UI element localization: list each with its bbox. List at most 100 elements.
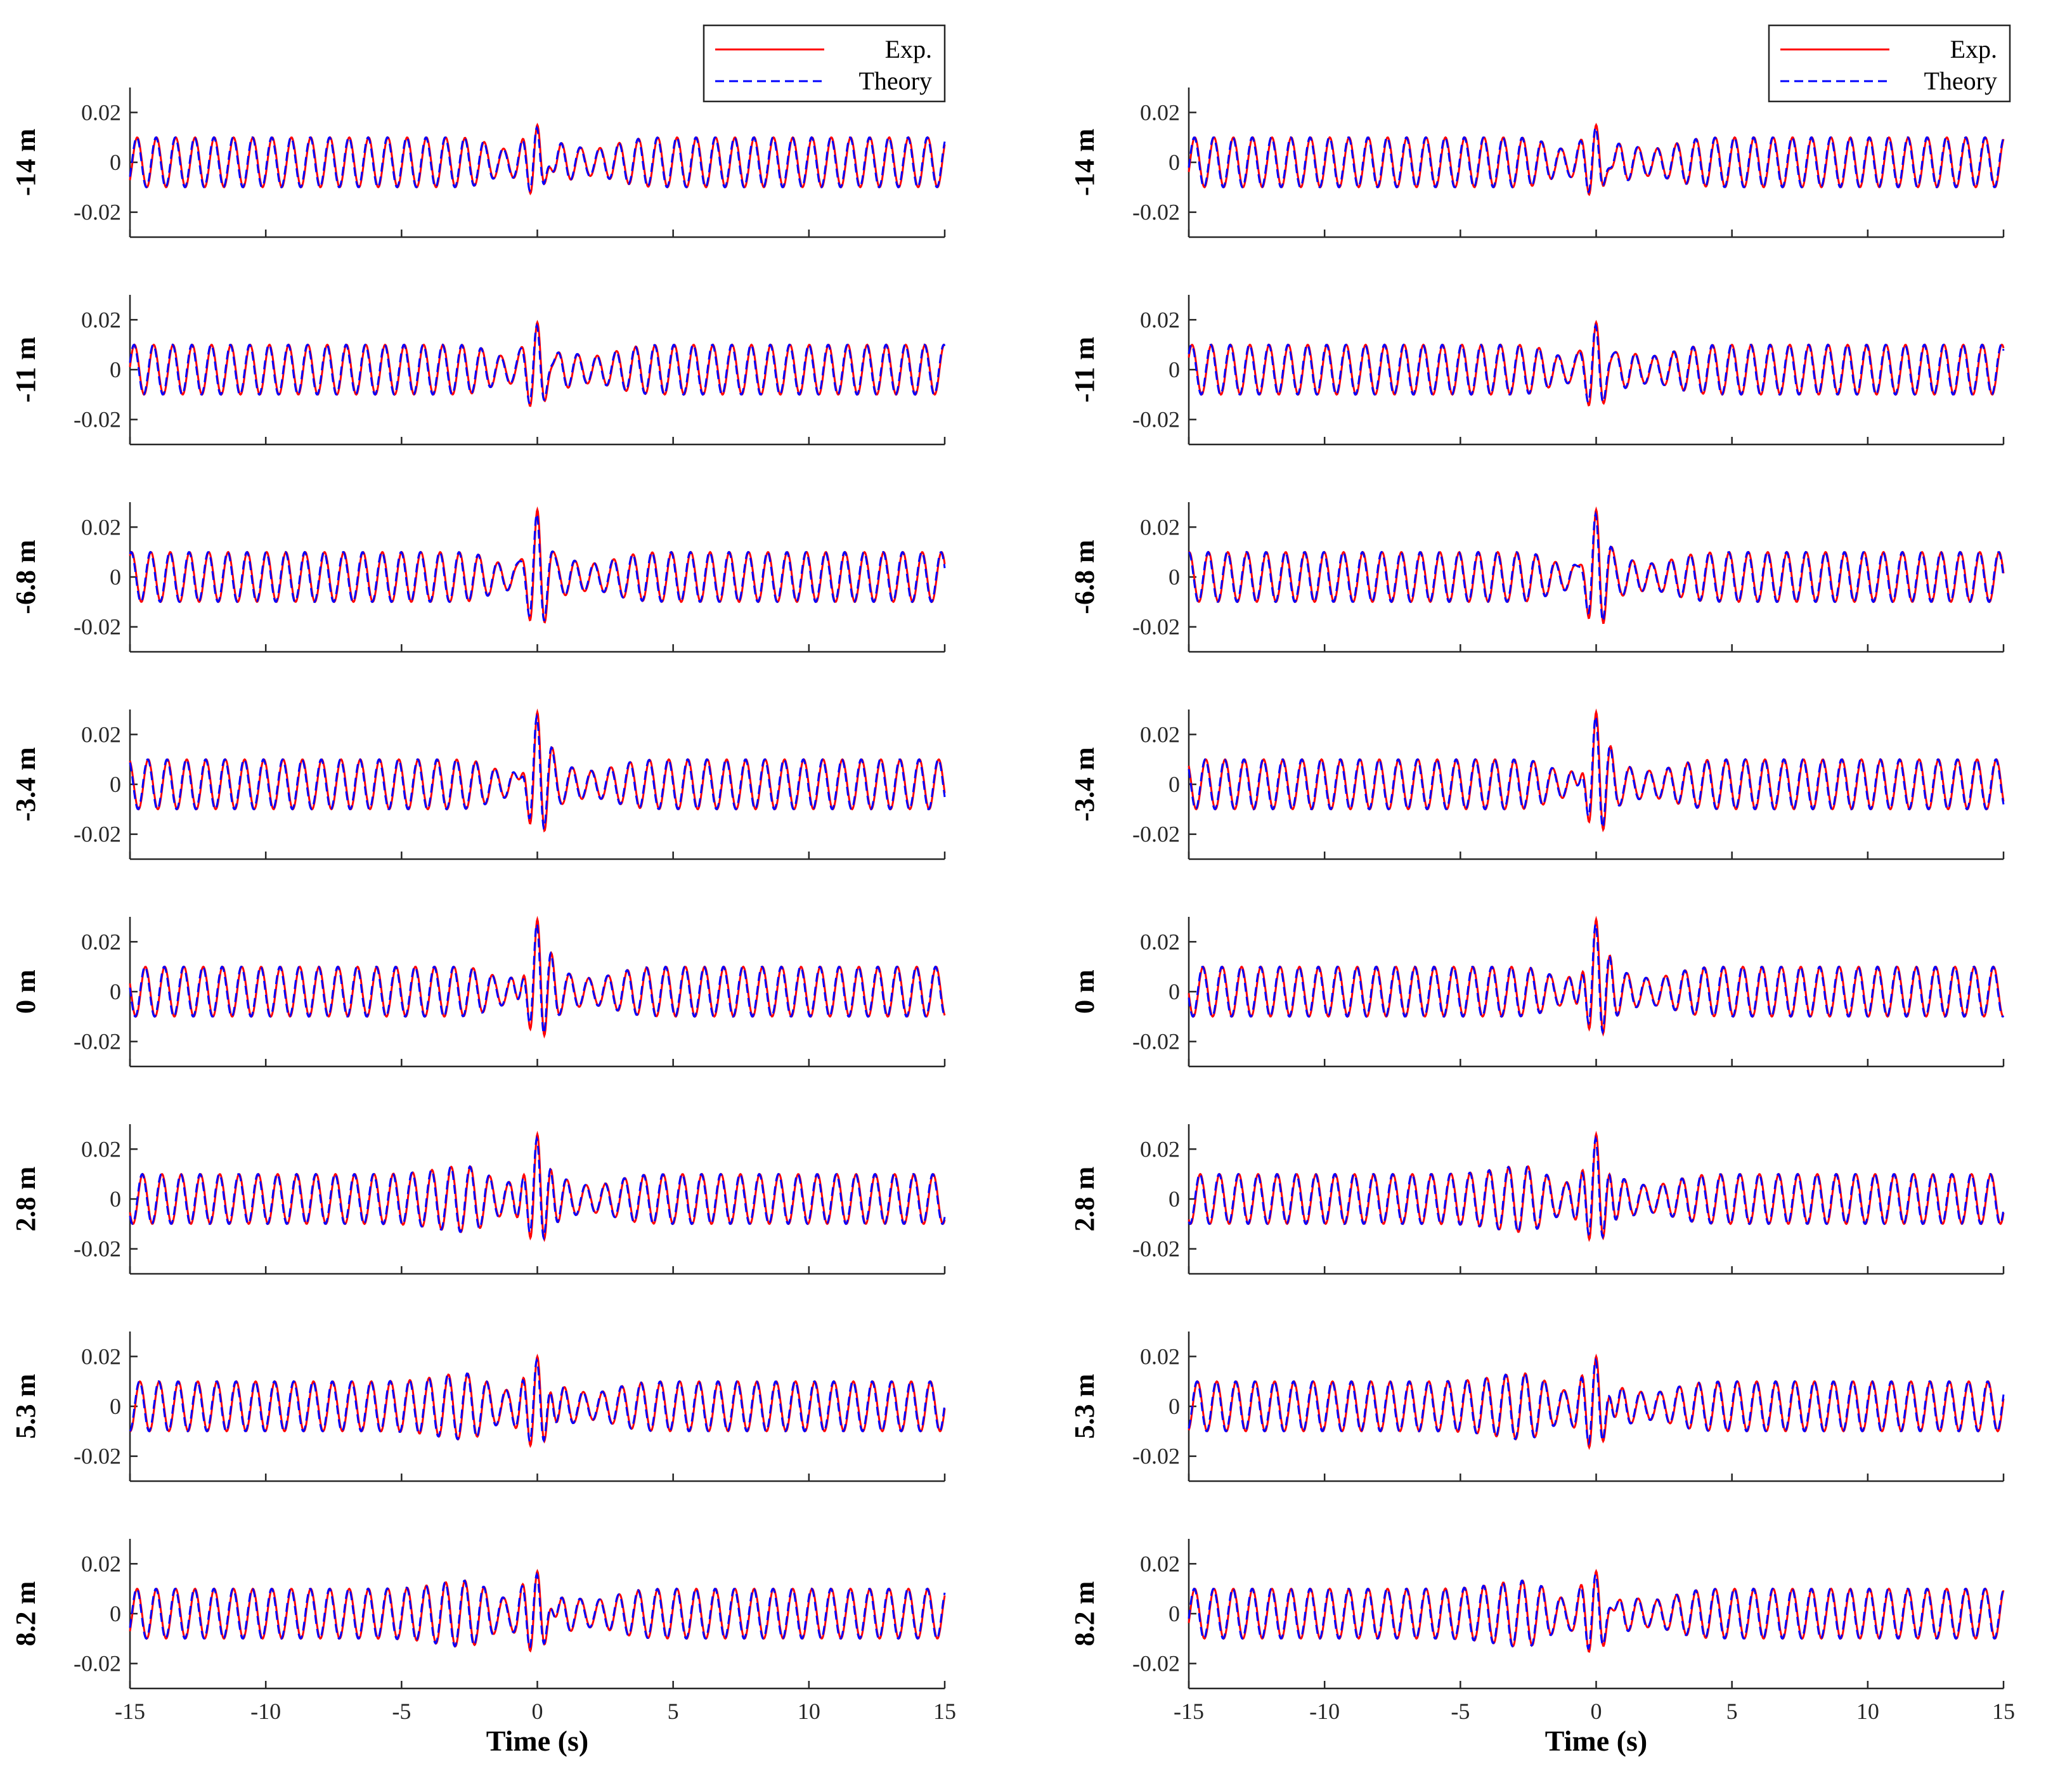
y-tick-label: 0: [1169, 979, 1180, 1004]
y-tick-label: 0.02: [81, 722, 121, 747]
x-tick-label: 15: [933, 1699, 956, 1724]
y-tick-label: 0: [1169, 357, 1180, 382]
exp-series-line: [1188, 506, 2005, 625]
y-tick-label: -0.02: [74, 614, 121, 640]
exp-series-line: [1188, 1569, 2005, 1653]
exp-series-line: [1188, 708, 2005, 833]
y-tick-label: 0: [110, 1186, 121, 1212]
theory-series-line: [1188, 510, 2005, 622]
theory-series-line: [1188, 1357, 2005, 1446]
legend-box: [1768, 24, 2011, 103]
y-tick-label: -0.02: [1132, 822, 1180, 847]
x-tick-label: -10: [1309, 1699, 1340, 1724]
y-tick-label: 0.02: [81, 929, 121, 954]
x-tick-label: 0: [532, 1699, 543, 1724]
y-tick-label: 0: [1169, 1394, 1180, 1419]
y-tick-label: 0.02: [1140, 929, 1180, 954]
y-tick-label: -0.02: [74, 1029, 121, 1054]
y-tick-label: 0: [110, 564, 121, 590]
y-tick-label: -0.02: [74, 822, 121, 847]
y-tick-label: 0.02: [81, 514, 121, 540]
row-label: 2.8 m: [1069, 1167, 1100, 1232]
x-tick-label: 10: [798, 1699, 820, 1724]
theory-series-line: [129, 1572, 946, 1650]
y-tick-label: -0.02: [74, 200, 121, 225]
y-tick-label: -0.02: [1132, 407, 1180, 432]
y-tick-label: 0.02: [1140, 722, 1180, 747]
y-tick-label: 0: [1169, 772, 1180, 797]
theory-series-line: [1188, 921, 2005, 1035]
legend-exp-label: Exp.: [1950, 35, 1997, 63]
row-label: 8.2 m: [1069, 1581, 1100, 1647]
y-tick-label: 0: [1169, 1186, 1180, 1212]
theory-series-line: [1188, 323, 2005, 404]
y-tick-label: 0: [110, 979, 121, 1004]
row-label: 8.2 m: [10, 1581, 41, 1647]
row-label: 0 m: [1069, 969, 1100, 1014]
y-tick-label: 0.02: [1140, 1344, 1180, 1369]
exp-series-line: [129, 1569, 946, 1653]
x-tick-label: -15: [1174, 1699, 1204, 1724]
y-tick-label: -0.02: [1132, 1029, 1180, 1054]
theory-series-line: [1188, 125, 2005, 194]
row-label: -11 m: [10, 337, 41, 403]
y-tick-label: 0: [110, 1601, 121, 1626]
x-tick-label: -5: [392, 1699, 411, 1724]
theory-series-line: [129, 126, 946, 193]
y-tick-label: 0.02: [81, 1551, 121, 1576]
y-tick-label: 0.02: [81, 1344, 121, 1369]
exp-series-line: [129, 320, 945, 407]
theory-series-line: [129, 713, 946, 830]
y-tick-label: -0.02: [74, 407, 121, 432]
y-tick-label: 0: [1169, 150, 1180, 175]
exp-series-line: [1188, 1353, 2005, 1450]
row-label: 0 m: [10, 969, 41, 1014]
exp-series-line: [129, 916, 946, 1039]
y-tick-label: -0.02: [1132, 614, 1180, 640]
y-tick-label: -0.02: [74, 1651, 121, 1676]
theory-series-line: [129, 323, 946, 404]
y-tick-label: 0.02: [81, 307, 121, 332]
row-label: 2.8 m: [10, 1167, 41, 1232]
legend-box: [703, 24, 946, 103]
y-tick-label: 0.02: [1140, 514, 1180, 540]
theory-series-line: [1188, 1135, 2005, 1240]
x-axis-label: Time (s): [1545, 1725, 1647, 1757]
legend-theory-label: Theory: [858, 67, 932, 95]
x-tick-label: -10: [250, 1699, 281, 1724]
row-label: 5.3 m: [10, 1374, 41, 1439]
y-tick-label: 0.02: [1140, 1551, 1180, 1576]
y-tick-label: -0.02: [1132, 1444, 1180, 1469]
row-label: -3.4 m: [1069, 747, 1100, 821]
y-tick-label: 0: [110, 1394, 121, 1419]
row-label: -6.8 m: [1069, 540, 1100, 614]
row-label: -14 m: [1069, 129, 1100, 196]
y-tick-label: 0: [1169, 1601, 1180, 1626]
exp-series-line: [129, 506, 946, 624]
theory-series-line: [1188, 713, 2005, 830]
exp-series-line: [1188, 122, 2005, 197]
y-tick-label: 0.02: [1140, 100, 1180, 125]
x-tick-label: 0: [1591, 1699, 1602, 1724]
legend-exp-label: Exp.: [885, 35, 932, 63]
y-tick-label: 0: [110, 357, 121, 382]
theory-series-line: [129, 510, 946, 622]
y-tick-label: 0.02: [1140, 1136, 1180, 1162]
y-tick-label: 0: [110, 772, 121, 797]
x-tick-label: -15: [115, 1699, 145, 1724]
row-label: -6.8 m: [10, 540, 41, 614]
y-tick-label: 0.02: [1140, 307, 1180, 332]
theory-series-line: [1188, 1572, 2005, 1650]
x-axis-label: Time (s): [486, 1725, 588, 1757]
row-label: -14 m: [10, 129, 41, 196]
x-tick-label: 15: [1992, 1699, 2015, 1724]
y-tick-label: -0.02: [74, 1236, 121, 1262]
y-tick-label: 0.02: [81, 1136, 121, 1162]
y-tick-label: 0: [1169, 564, 1180, 590]
row-label: -3.4 m: [10, 747, 41, 821]
exp-series-line: [129, 708, 946, 833]
x-tick-label: 5: [668, 1699, 679, 1724]
theory-series-line: [129, 921, 946, 1037]
row-label: 5.3 m: [1069, 1374, 1100, 1439]
theory-series-line: [129, 1135, 946, 1241]
